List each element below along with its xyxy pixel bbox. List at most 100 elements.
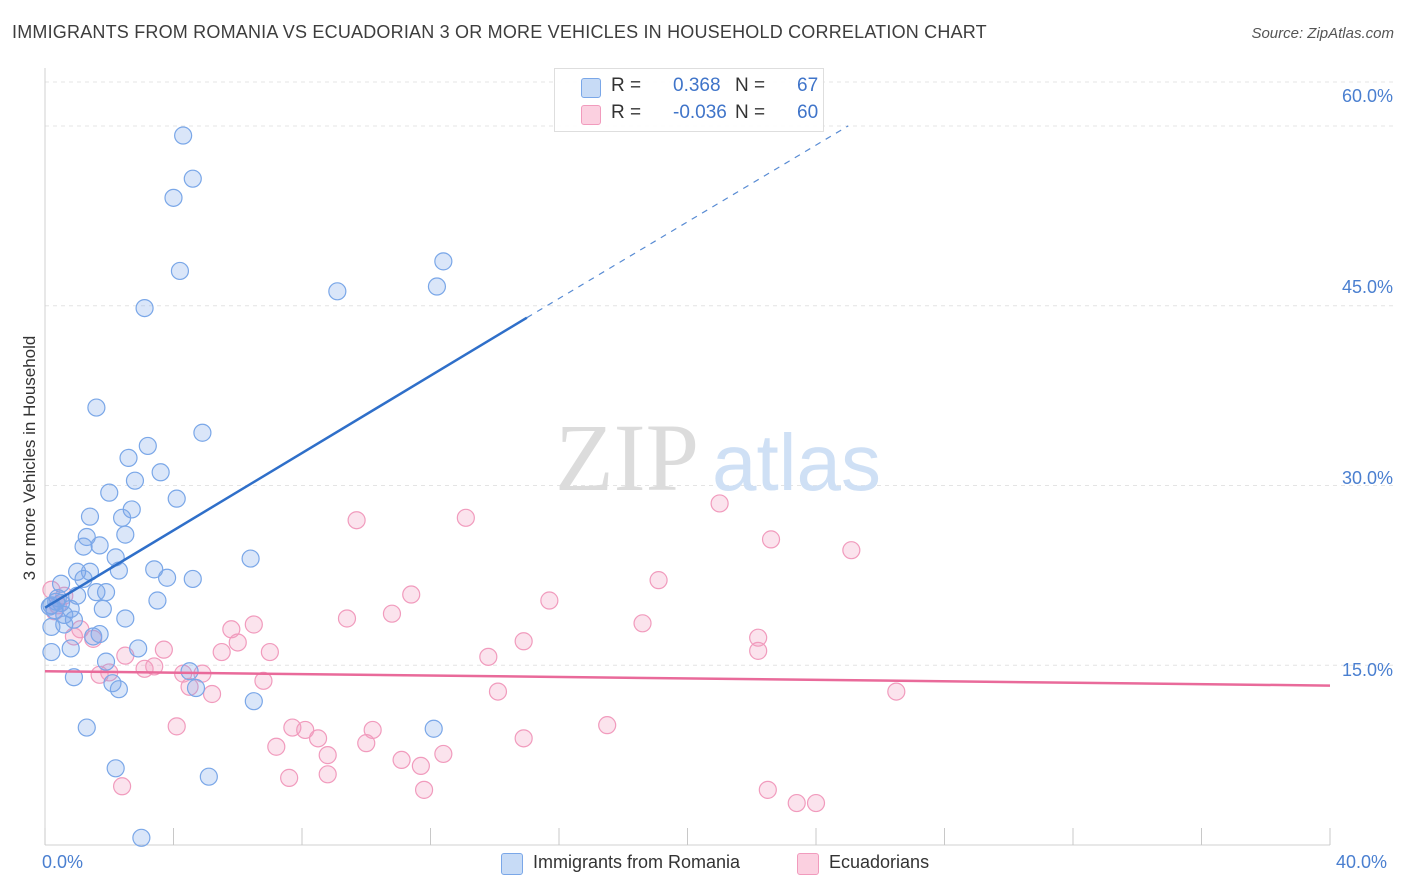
romania-point bbox=[180, 662, 199, 681]
ecuadorian-point bbox=[806, 793, 826, 813]
ecuadorian-point bbox=[514, 729, 533, 748]
ecuadorian-point bbox=[260, 642, 279, 662]
romania-point bbox=[96, 583, 116, 602]
y-tick-label-60: 60.0% bbox=[1341, 86, 1393, 106]
ecuadorian-point bbox=[758, 780, 777, 799]
romania-point bbox=[129, 639, 148, 658]
romania-point bbox=[164, 188, 183, 207]
ecuadorian-point bbox=[347, 511, 366, 530]
ecuadorian-point bbox=[135, 659, 154, 678]
romania-point bbox=[61, 639, 80, 658]
romania-point bbox=[157, 568, 177, 587]
r-value-romania: 0.368 bbox=[673, 75, 721, 96]
watermark-atlas: atlas bbox=[712, 418, 881, 507]
n-value-ecuadorians: 60 bbox=[797, 102, 819, 123]
romania-point bbox=[116, 525, 135, 544]
romania-point bbox=[241, 549, 260, 568]
data-points bbox=[40, 126, 906, 847]
ecuadorian-point bbox=[296, 720, 315, 740]
ecuadorian-point bbox=[308, 729, 328, 748]
r-label: R = bbox=[611, 102, 642, 123]
ecuadorian-point bbox=[212, 642, 231, 662]
ecuadorians-swatch-icon bbox=[581, 105, 601, 125]
legend-label-ecuadorians: Ecuadorians bbox=[829, 852, 930, 872]
romania-point bbox=[199, 767, 218, 786]
ecuadorian-point bbox=[244, 615, 263, 634]
n-value-romania: 67 bbox=[797, 75, 819, 96]
ecuadorian-point bbox=[112, 777, 132, 796]
ecuadorian-point bbox=[318, 765, 337, 784]
romania-point bbox=[125, 471, 145, 490]
ecuadorian-point bbox=[710, 494, 729, 513]
ecuadorian-point bbox=[411, 756, 430, 776]
romania-point bbox=[64, 668, 84, 687]
watermark-zip: ZIP bbox=[555, 404, 699, 511]
romania-point bbox=[145, 560, 164, 579]
romania-point bbox=[90, 536, 109, 555]
romania-point bbox=[87, 398, 106, 417]
ecuadorian-point bbox=[540, 591, 559, 610]
ecuadorian-point bbox=[357, 734, 376, 753]
romania-swatch-icon bbox=[581, 78, 601, 98]
romania-point bbox=[109, 680, 128, 699]
ecuadorian-point bbox=[514, 632, 533, 651]
legend-label-romania: Immigrants from Romania bbox=[533, 852, 741, 872]
correlation-legend: R = 0.368 N = 67 R = -0.036 N = 60 bbox=[554, 68, 824, 132]
r-label: R = bbox=[611, 75, 642, 96]
romania-point bbox=[93, 599, 112, 619]
romania-point bbox=[55, 605, 74, 625]
ecuadorian-point bbox=[633, 614, 652, 633]
ecuadorian-point bbox=[202, 684, 222, 704]
x-tick-label-max: 40.0% bbox=[1336, 852, 1388, 872]
romania-point bbox=[77, 527, 96, 547]
trend-lines bbox=[44, 125, 1331, 687]
romania-point bbox=[42, 642, 61, 662]
romania-point bbox=[119, 448, 138, 468]
ecuadorian-point bbox=[267, 737, 286, 756]
romania-legend-icon bbox=[501, 853, 523, 875]
n-label: N = bbox=[735, 75, 766, 96]
romania-point bbox=[80, 507, 100, 526]
ecuadorian-point bbox=[761, 530, 781, 549]
romania-point bbox=[167, 489, 186, 508]
ecuadorian-point bbox=[842, 541, 861, 560]
ecuadorian-point bbox=[167, 717, 186, 736]
r-value-ecuadorians: -0.036 bbox=[673, 102, 727, 123]
ecuadorian-point bbox=[402, 585, 421, 604]
romania-point bbox=[84, 627, 103, 646]
y-tick-label-30: 30.0% bbox=[1341, 468, 1393, 488]
romania-point bbox=[424, 719, 443, 738]
ecuadorian-point bbox=[649, 571, 668, 590]
romania-point bbox=[186, 678, 206, 698]
ecuadorian-point bbox=[749, 628, 768, 647]
romania-point bbox=[183, 169, 202, 188]
romania-point bbox=[244, 692, 263, 711]
gridlines bbox=[45, 81, 1395, 666]
y-tick-label-15: 15.0% bbox=[1341, 660, 1393, 680]
romania-point bbox=[96, 652, 116, 671]
ecuadorian-point bbox=[382, 604, 402, 623]
ecuadorian-point bbox=[280, 768, 299, 787]
n-label: N = bbox=[735, 102, 766, 123]
romania-point bbox=[170, 261, 190, 281]
ecuadorian-point bbox=[456, 508, 475, 527]
romania-point bbox=[68, 562, 87, 581]
ecuadorian-point bbox=[598, 716, 617, 735]
ecuadorian-point bbox=[749, 641, 768, 660]
romania-point bbox=[148, 591, 167, 610]
ecuadorian-point bbox=[414, 780, 434, 799]
ecuadorian-point bbox=[434, 744, 453, 764]
romania-point bbox=[77, 718, 96, 737]
romania-point bbox=[174, 126, 193, 145]
romania-point bbox=[106, 759, 125, 778]
ecuadorian-point bbox=[787, 793, 806, 813]
romania-point bbox=[112, 508, 132, 527]
ecuadorian-point bbox=[254, 671, 273, 690]
ecuadorian-point bbox=[154, 640, 173, 659]
romania-point bbox=[132, 828, 151, 847]
ecuadorian-point bbox=[392, 750, 411, 770]
y-tick-label-45: 45.0% bbox=[1341, 277, 1393, 297]
romania-point bbox=[64, 610, 84, 629]
ecuadorians-legend-icon bbox=[797, 853, 819, 875]
watermark: ZIP atlas bbox=[555, 404, 881, 511]
